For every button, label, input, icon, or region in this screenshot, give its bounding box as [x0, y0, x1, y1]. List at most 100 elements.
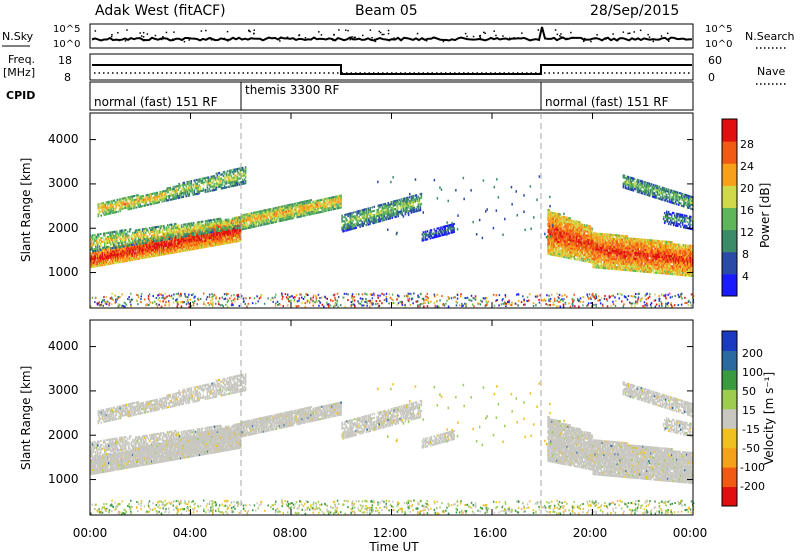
- power-pixel: [228, 218, 230, 220]
- power-pixel: [188, 227, 190, 229]
- power-pixel: [125, 229, 127, 231]
- power-pixel: [223, 175, 225, 177]
- power-pixel: [165, 196, 167, 198]
- power-pixel: [94, 238, 96, 240]
- power-pixel: [336, 203, 338, 205]
- nsky-dot: [375, 41, 377, 43]
- power-pixel: [123, 235, 125, 237]
- power-pixel: [555, 244, 557, 246]
- power-pixel: [578, 247, 580, 249]
- power-pixel: [156, 192, 158, 194]
- nsky-dot: [279, 40, 281, 42]
- power-pixel: [423, 235, 425, 237]
- nsky-dot: [382, 34, 384, 36]
- power-pixel: [147, 204, 149, 206]
- freq-label-2: [MHz]: [3, 66, 35, 79]
- power-pixel: [185, 231, 187, 233]
- nsky-dot: [253, 33, 255, 35]
- power-pixel: [100, 243, 102, 245]
- power-pixel: [197, 231, 199, 233]
- power-pixel: [548, 243, 550, 245]
- power-pixel: [208, 226, 210, 228]
- power-pixel: [181, 226, 183, 228]
- power-pixel: [258, 217, 260, 219]
- power-pixel: [141, 238, 143, 240]
- freq-label-1: Freq.: [8, 53, 35, 66]
- power-pixel: [172, 186, 174, 188]
- power-pixel: [130, 251, 132, 253]
- power-pixel: [220, 182, 222, 184]
- power-pixel: [182, 228, 184, 230]
- nsky-dot: [538, 29, 540, 31]
- power-pixel: [146, 228, 148, 230]
- power-pixel: [191, 228, 193, 230]
- power-pixel: [453, 231, 455, 233]
- power-pixel: [140, 237, 142, 239]
- nsky-dot: [95, 30, 97, 32]
- power-pixel: [158, 226, 160, 228]
- power-pixel: [418, 204, 420, 206]
- nsky-dot: [111, 36, 113, 38]
- power-pixel: [352, 220, 354, 222]
- power-pixel: [106, 211, 108, 213]
- power-pixel: [340, 203, 342, 205]
- power-pixel: [237, 225, 239, 227]
- power-pixel: [193, 184, 195, 186]
- nsky-dot: [211, 39, 213, 41]
- power-pixel: [193, 186, 195, 188]
- nsky-dot: [596, 34, 598, 36]
- power-pixel: [259, 221, 261, 223]
- power-pixel: [558, 215, 560, 217]
- power-pixel: [235, 225, 237, 227]
- power-pixel: [340, 205, 342, 207]
- power-pixel: [100, 245, 102, 247]
- nsky-dot: [426, 40, 428, 42]
- nsky-dot: [262, 39, 264, 41]
- nsky-dot: [318, 31, 320, 32]
- power-pixel: [404, 198, 406, 200]
- power-pixel: [143, 242, 145, 244]
- power-pixel: [208, 190, 210, 192]
- power-pixel: [199, 223, 201, 225]
- nsky-dot: [635, 39, 637, 41]
- power-pixel: [189, 193, 191, 195]
- power-pixel: [91, 254, 93, 256]
- nsky-dot: [117, 32, 119, 34]
- power-pixel: [575, 224, 577, 226]
- power-pixel: [292, 203, 294, 205]
- power-pixel: [104, 240, 106, 242]
- power-pixel: [139, 235, 141, 237]
- power-pixel: [205, 222, 207, 224]
- power-pixel: [224, 171, 226, 173]
- nsky-dot: [184, 41, 186, 43]
- power-pixel: [191, 182, 193, 184]
- power-pixel: [173, 227, 175, 229]
- power-pixel: [341, 217, 343, 219]
- power-pixel: [161, 239, 163, 241]
- power-pixel: [97, 250, 99, 252]
- power-pixel: [113, 210, 115, 212]
- power-pixel: [425, 237, 427, 239]
- power-pixel: [314, 208, 316, 210]
- power-pixel: [362, 225, 364, 227]
- power-pixel: [222, 181, 224, 183]
- nsky-dot: [473, 36, 475, 38]
- power-pixel: [316, 204, 318, 206]
- power-pixel: [168, 197, 170, 199]
- power-pixel: [215, 224, 217, 226]
- power-pixel: [243, 173, 245, 175]
- power-pixel: [105, 244, 107, 246]
- power-pixel: [180, 190, 182, 192]
- power-pixel: [163, 225, 165, 227]
- power-pixel: [167, 230, 169, 232]
- power-pixel: [113, 243, 115, 245]
- power-pixel: [225, 177, 227, 179]
- power-pixel: [127, 237, 129, 239]
- power-pixel: [370, 213, 372, 215]
- nsky-dot: [566, 38, 568, 40]
- power-pixel: [133, 244, 135, 246]
- power-pixel: [180, 228, 182, 230]
- power-pixel: [571, 254, 573, 256]
- power-pixel: [96, 242, 98, 244]
- power-pixel: [226, 182, 228, 184]
